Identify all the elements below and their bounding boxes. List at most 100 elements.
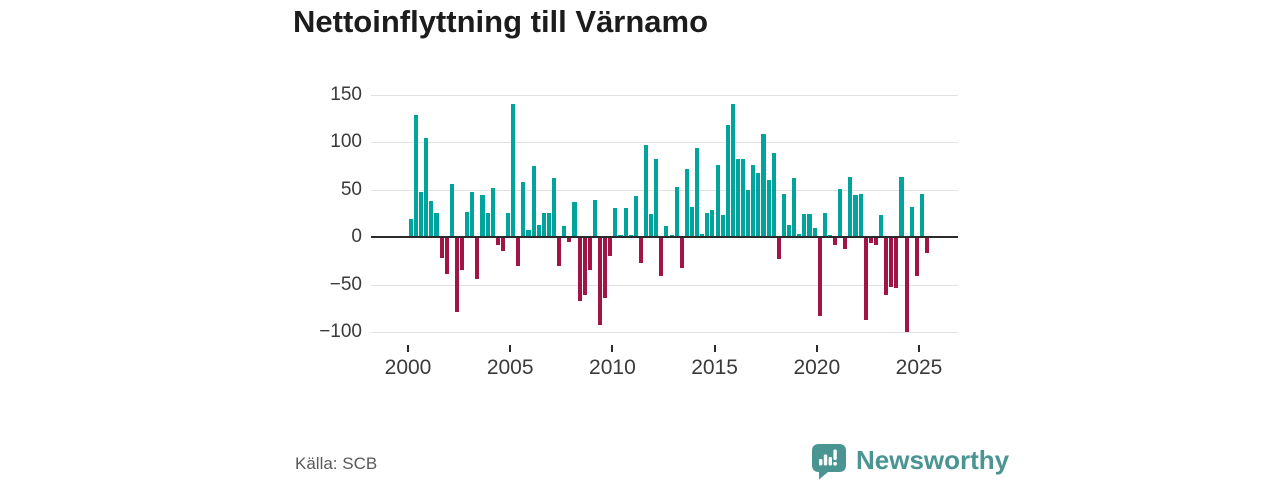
bar [531, 166, 536, 238]
bar [633, 196, 638, 238]
bar [684, 168, 689, 238]
bar [664, 225, 669, 238]
bar [766, 180, 771, 238]
bar [444, 237, 449, 275]
y-tick-label: 50 [340, 178, 362, 200]
bar [429, 201, 434, 238]
bar [807, 213, 812, 238]
bar [720, 215, 725, 238]
zero-axis-line [371, 236, 958, 239]
bar [873, 237, 878, 245]
source-note: Källa: SCB [295, 454, 378, 473]
bar [460, 237, 465, 271]
bar [812, 227, 817, 238]
bar [608, 237, 613, 257]
bar [500, 237, 505, 252]
bar [792, 178, 797, 238]
gridline [371, 284, 958, 286]
bar [919, 193, 924, 238]
bar [725, 125, 730, 238]
bar [843, 237, 848, 249]
bar [730, 103, 735, 238]
bar [505, 212, 511, 238]
bar [705, 212, 710, 238]
bar [761, 133, 766, 238]
x-tick-label: 2010 [589, 356, 636, 379]
bar [679, 237, 684, 269]
bar [465, 211, 470, 238]
plot-area: 150 100 50 0 −50 −100 2000 2005 2010 2015 2020 2025 [319, 85, 958, 379]
bar [771, 152, 776, 238]
bar [746, 189, 751, 238]
bar [710, 209, 715, 238]
y-tick-label: −100 [319, 321, 362, 342]
bar [434, 212, 439, 238]
bar [700, 234, 705, 238]
bar [551, 178, 557, 238]
bar [408, 219, 413, 238]
bar [822, 212, 827, 238]
bar [695, 148, 700, 238]
bar [623, 207, 628, 238]
bar [833, 237, 838, 245]
bar [454, 237, 459, 313]
y-tick-label: 150 [330, 84, 362, 105]
bar [643, 145, 649, 238]
bar [654, 158, 659, 238]
x-tick-mark [713, 345, 716, 352]
bar [689, 206, 695, 238]
bar [863, 237, 868, 320]
x-tick-label: 2025 [895, 356, 943, 379]
bar [582, 237, 587, 295]
bar [511, 103, 516, 238]
newsworthy-logo-text: Newsworthy [856, 445, 1010, 475]
bar [603, 237, 608, 298]
bar [899, 177, 904, 238]
bar [424, 137, 429, 238]
bar [597, 237, 603, 326]
bar [817, 237, 822, 316]
bar [577, 237, 582, 301]
bar [592, 200, 597, 238]
gridline [371, 142, 958, 144]
bar [756, 172, 761, 238]
bar [904, 237, 909, 332]
x-tick-mark [509, 345, 512, 352]
y-tick-label: 100 [330, 131, 362, 153]
bar [868, 237, 873, 243]
bar [541, 212, 546, 238]
bar [802, 214, 807, 238]
bar [889, 237, 894, 288]
x-tick-mark [815, 345, 818, 352]
bar [521, 182, 526, 238]
bar [858, 193, 863, 238]
x-tick-label: 2015 [691, 356, 738, 379]
bar [572, 202, 577, 238]
bar [797, 234, 802, 238]
bar [787, 224, 792, 238]
bar [567, 237, 572, 242]
bar [894, 237, 899, 289]
y-tick-label: 0 [351, 226, 362, 248]
bar [838, 188, 843, 238]
newsworthy-logo-icon [812, 444, 846, 480]
bar [526, 229, 531, 238]
bar [879, 215, 884, 238]
bar [674, 186, 679, 238]
x-tick-label: 2005 [486, 356, 534, 379]
gridline [371, 95, 958, 96]
bar [562, 225, 567, 238]
x-tick-label: 2020 [793, 356, 841, 379]
bar [848, 176, 853, 238]
x-tick-mark [407, 345, 409, 352]
bar [587, 237, 592, 271]
bar [659, 237, 664, 277]
bar [909, 206, 914, 238]
bar [884, 237, 889, 295]
bar [419, 191, 424, 238]
bar [735, 158, 741, 238]
bar [449, 184, 454, 238]
bar [925, 237, 930, 254]
bar [495, 237, 500, 245]
